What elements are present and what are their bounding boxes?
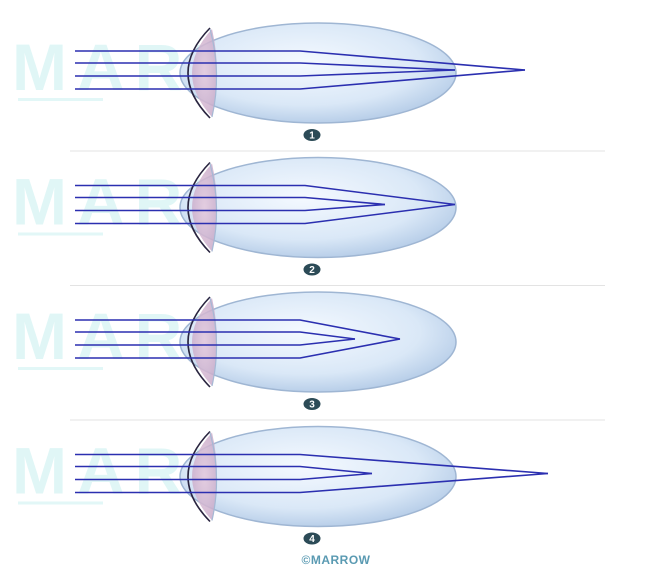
watermark-underline <box>18 501 103 505</box>
light-ray <box>75 69 456 77</box>
light-ray <box>75 203 456 225</box>
panel-number-label: 3 <box>309 400 315 411</box>
watermark-underline <box>18 232 103 236</box>
panel-number-badge <box>303 129 321 141</box>
cornea-edge <box>187 161 211 254</box>
panel-number-badge <box>303 263 321 276</box>
eyeball-shape <box>179 425 457 528</box>
watermark-underline <box>18 98 103 101</box>
panel-number-label: 2 <box>309 265 315 276</box>
light-ray <box>75 472 549 494</box>
eye-panel-2: MARROW2 <box>12 156 605 286</box>
light-ray <box>75 338 401 359</box>
light-ray <box>75 50 526 71</box>
light-ray <box>75 319 401 340</box>
credit-text: ©MARROW <box>301 553 371 567</box>
light-ray <box>75 453 549 475</box>
light-ray <box>75 69 526 90</box>
lens-edge <box>209 297 218 387</box>
eyeball-shape <box>179 156 457 259</box>
light-ray <box>75 465 373 475</box>
eye-panel-3: MARROW3 <box>12 291 605 421</box>
lens-edge <box>209 163 218 252</box>
lens-edge <box>209 28 218 118</box>
eyeball-shape <box>179 291 457 393</box>
panel-number-badge <box>303 532 321 545</box>
light-ray <box>75 338 356 346</box>
eye-panel-1: MARROW1 <box>12 22 605 152</box>
lens-edge <box>209 432 218 521</box>
light-ray <box>75 184 456 206</box>
light-ray <box>75 62 456 71</box>
panel-number-label: 4 <box>309 534 315 545</box>
panel-number-label: 1 <box>309 131 315 142</box>
light-ray <box>75 196 386 206</box>
light-ray <box>75 472 373 481</box>
eye-panel-4: MARROW4 <box>12 425 549 545</box>
light-ray <box>75 203 386 212</box>
light-ray <box>75 331 356 340</box>
watermark-underline <box>18 367 103 370</box>
cornea-edge <box>187 27 211 119</box>
panel-number-badge <box>303 398 321 410</box>
cornea-edge <box>187 296 211 388</box>
cornea-edge <box>187 430 211 523</box>
eyeball-shape <box>179 22 457 124</box>
